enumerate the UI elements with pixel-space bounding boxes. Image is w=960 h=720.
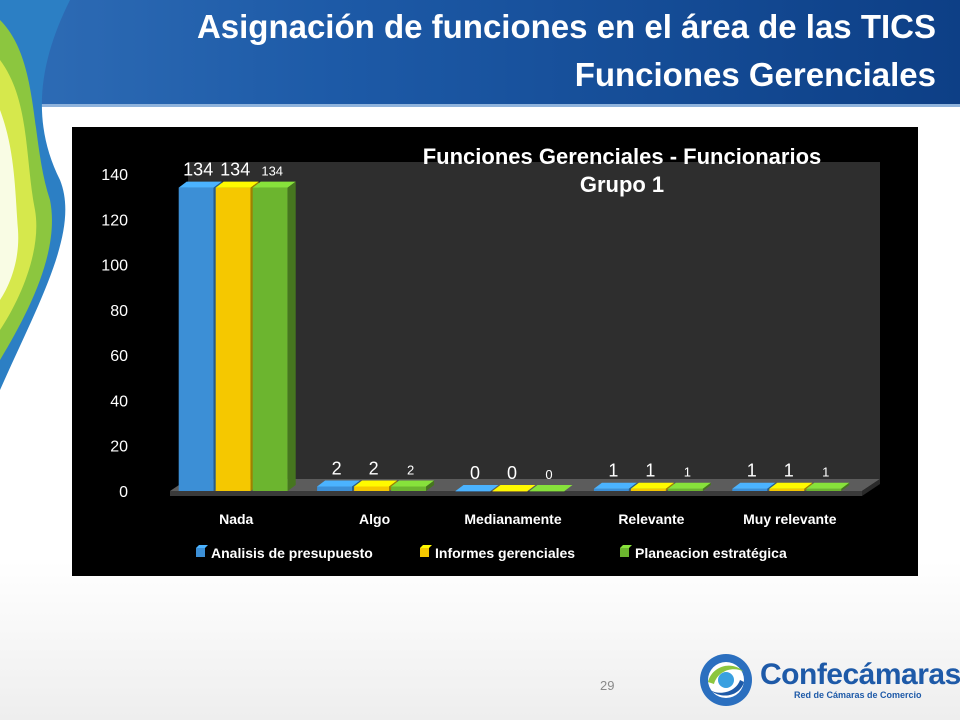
bar-top (215, 181, 259, 188)
bar-front (630, 488, 666, 491)
y-tick-label: 120 (101, 212, 128, 229)
x-tick-label: Muy relevante (743, 511, 837, 527)
bar-side (426, 480, 435, 491)
bar-top (391, 480, 435, 487)
chart-title-line: Grupo 1 (580, 172, 664, 197)
bar-top (630, 482, 674, 489)
bar-front (492, 491, 528, 492)
bar-value-label: 134 (220, 160, 250, 180)
bar-front (593, 488, 629, 491)
bar-front (178, 187, 214, 492)
bars-group (178, 181, 850, 492)
back-wall (188, 162, 880, 479)
y-axis-ticks: 0 20 40 60 80 100 120 140 (101, 167, 128, 501)
bar-side (287, 181, 296, 492)
bar-value-label: 2 (407, 462, 414, 477)
bar-top (769, 482, 813, 489)
bar-side (702, 482, 711, 491)
y-tick-label: 0 (119, 484, 128, 501)
bar-value-label: 1 (608, 461, 618, 481)
bar-value-label: 0 (507, 463, 517, 483)
bar-value-label: 1 (645, 461, 655, 481)
y-tick-label: 20 (110, 439, 128, 456)
bar-front (806, 488, 842, 491)
bar-front (317, 486, 353, 491)
bar-top (252, 181, 296, 188)
bar-top (593, 482, 637, 489)
bar-front (215, 187, 251, 492)
bar-value-label: 1 (784, 461, 794, 481)
bar-value-label: 2 (369, 458, 379, 478)
logo-subtext: Red de Cámaras de Comercio (794, 690, 922, 700)
bar-top (806, 482, 850, 489)
slide-title-line-2: Funciones Gerenciales (574, 56, 936, 93)
y-tick-label: 80 (110, 303, 128, 320)
bar-top (732, 482, 776, 489)
bar-front (667, 488, 703, 491)
chart-title: Funciones Gerenciales - Funcionarios Grup… (423, 144, 822, 197)
bar-front (252, 187, 288, 492)
y-tick-label: 60 (110, 348, 128, 365)
legend-swatch-top (196, 545, 208, 548)
legend-label: Informes gerenciales (435, 545, 575, 561)
bar-value-label: 1 (684, 465, 691, 480)
bar-value-label: 0 (545, 467, 552, 482)
floor-side (862, 479, 880, 496)
bar-top (354, 480, 398, 487)
bar-top (492, 485, 536, 491)
page-number: 29 (600, 678, 615, 693)
bar-value-label: 134 (261, 164, 283, 179)
legend-label: Analisis de presupuesto (211, 545, 373, 561)
x-tick-label: Relevante (618, 511, 684, 527)
bar-value-label: 2 (332, 458, 342, 478)
logo-text: Confecámaras (760, 658, 960, 691)
bar-top (178, 181, 222, 188)
x-tick-label: Algo (359, 511, 390, 527)
legend-swatch-top (620, 545, 632, 548)
bar-value-label: 134 (183, 160, 213, 180)
bar-front (391, 486, 427, 491)
chart-title-line: Funciones Gerenciales - Funcionarios (423, 144, 822, 169)
x-axis-ticks: Nada Algo Medianamente Relevante Muy relevan… (219, 511, 837, 527)
bar-front (769, 488, 805, 491)
data-labels: 134 134 134 2 2 2 0 0 0 1 1 1 1 1 1 (183, 160, 829, 483)
y-tick-label: 40 (110, 393, 128, 410)
bar-front (455, 491, 491, 492)
bar-value-label: 1 (822, 465, 829, 480)
confecamaras-logo: Confecámaras Red de Cámaras de Comercio (698, 652, 960, 708)
x-tick-label: Nada (219, 511, 253, 527)
y-tick-label: 140 (101, 167, 128, 184)
legend-swatch (420, 548, 429, 557)
bar-front (732, 488, 768, 491)
bar-top (317, 480, 361, 487)
header-divider (0, 104, 960, 107)
legend-swatch (620, 548, 629, 557)
bar-value-label: 0 (470, 463, 480, 483)
bar-front (529, 491, 565, 492)
slide-title-line-1: Asignación de funciones en el área de la… (196, 8, 936, 45)
bar-top (529, 485, 573, 491)
bar-value-label: 1 (747, 461, 757, 481)
logo-mark-icon (700, 654, 752, 706)
chart-legend: Analisis de presupuesto Informes gerencia… (196, 545, 787, 561)
y-tick-label: 100 (101, 258, 128, 275)
chart-panel: 0 20 40 60 80 100 120 140 134 134 134 2 2 2 0 0 0 1 1 1 1 1 1… (72, 127, 918, 576)
bar-side (841, 482, 850, 491)
header-bar (0, 0, 960, 104)
legend-label: Planeacion estratégica (635, 545, 787, 561)
decorative-swoosh (0, 0, 70, 390)
legend-swatch-top (420, 545, 432, 548)
bar-top (455, 485, 499, 491)
legend-swatch (196, 548, 205, 557)
bar-front (354, 486, 390, 491)
bar-top (667, 482, 711, 489)
floor-front (170, 491, 862, 496)
x-tick-label: Medianamente (464, 511, 561, 527)
